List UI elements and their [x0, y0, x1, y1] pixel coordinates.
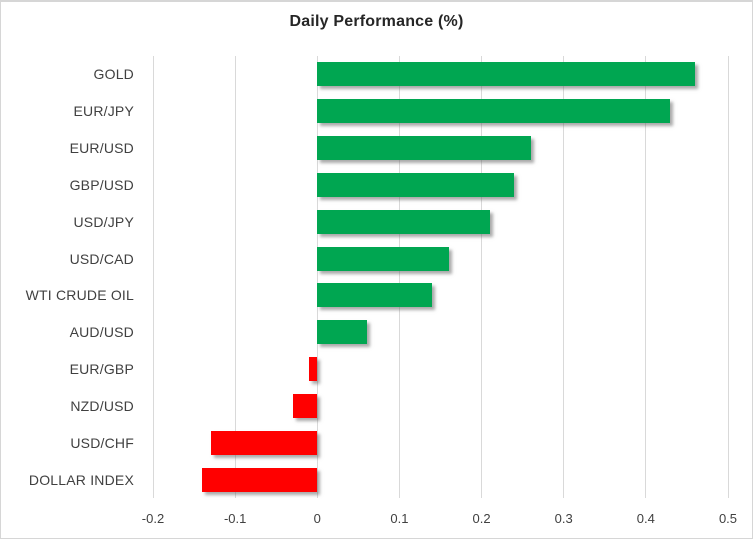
- x-tick-0.5: 0.5: [718, 511, 738, 526]
- y-label-usd-chf: USD/CHF: [70, 434, 134, 451]
- gridline-x-0.2: [481, 56, 483, 498]
- y-label-nzd-usd: NZD/USD: [70, 397, 134, 414]
- bar-aud-usd: [317, 320, 367, 345]
- x-tick--0.2: -0.2: [141, 511, 165, 526]
- x-tick-0.2: 0.2: [472, 511, 491, 526]
- plot-area: [152, 56, 729, 498]
- x-tick-0.4: 0.4: [636, 511, 655, 526]
- y-label-eur-jpy: EUR/JPY: [73, 103, 134, 120]
- bar-gbp-usd: [317, 172, 515, 197]
- gridline-x-0: [316, 56, 318, 498]
- y-label-gold: GOLD: [93, 66, 134, 83]
- bar-gold: [317, 62, 696, 87]
- y-label-dollar-index: DOLLAR INDEX: [28, 471, 134, 488]
- gridline-x--0.2: [152, 56, 154, 498]
- y-label-wti-crude-oil: WTI CRUDE OIL: [25, 287, 134, 304]
- y-label-usd-cad: USD/CAD: [69, 250, 134, 267]
- bar-eur-jpy: [317, 99, 671, 124]
- gridline-x-0.3: [563, 56, 565, 498]
- bar-usd-jpy: [317, 209, 490, 234]
- gridline-x-0.5: [727, 56, 729, 498]
- y-label-usd-jpy: USD/JPY: [73, 213, 134, 230]
- x-tick-0.3: 0.3: [554, 511, 573, 526]
- y-label-aud-usd: AUD/USD: [69, 324, 134, 341]
- y-label-eur-gbp: EUR/GBP: [69, 361, 134, 378]
- bar-nzd-usd: [292, 393, 318, 418]
- y-label-gbp-usd: GBP/USD: [69, 176, 134, 193]
- bar-eur-gbp: [309, 357, 318, 382]
- bar-usd-chf: [210, 430, 318, 455]
- bar-wti-crude-oil: [317, 283, 433, 308]
- gridline-x-0.4: [645, 56, 647, 498]
- x-tick--0.1: -0.1: [223, 511, 247, 526]
- chart-title: Daily Performance (%): [289, 13, 464, 30]
- gridline-x-0.1: [398, 56, 400, 498]
- bar-dollar-index: [202, 467, 318, 492]
- bar-eur-usd: [317, 136, 531, 161]
- bar-usd-cad: [317, 246, 449, 271]
- y-label-eur-usd: EUR/USD: [69, 140, 134, 157]
- x-tick-0.1: 0.1: [390, 511, 409, 526]
- x-tick-0: 0: [313, 511, 321, 526]
- gridline-x--0.1: [234, 56, 236, 498]
